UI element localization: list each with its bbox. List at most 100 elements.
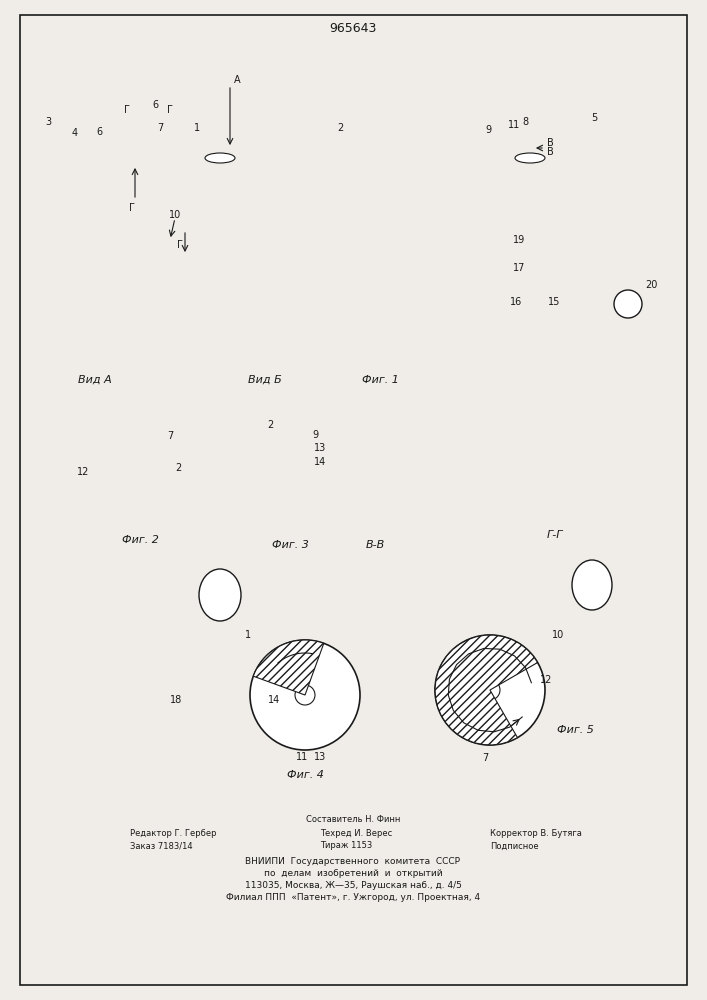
Text: Г: Г xyxy=(167,105,173,115)
Bar xyxy=(500,248,518,276)
Text: 9: 9 xyxy=(485,125,491,135)
Text: 1: 1 xyxy=(245,630,251,640)
Text: Корректор В. Бутяга: Корректор В. Бутяга xyxy=(490,830,582,838)
Text: 8: 8 xyxy=(522,117,528,127)
Bar xyxy=(260,453,280,485)
Bar xyxy=(258,472,318,485)
Bar xyxy=(45,135,67,200)
Text: 20: 20 xyxy=(645,280,658,290)
Text: Заказ 7183/14: Заказ 7183/14 xyxy=(130,842,192,850)
Text: В: В xyxy=(547,138,554,148)
Circle shape xyxy=(480,680,500,700)
Bar xyxy=(95,150,113,170)
Bar xyxy=(520,137,555,175)
Ellipse shape xyxy=(572,560,612,610)
Text: 11: 11 xyxy=(508,120,520,130)
Text: 2: 2 xyxy=(267,420,273,430)
Text: 14: 14 xyxy=(268,695,280,705)
Text: Фиг. 5: Фиг. 5 xyxy=(556,725,593,735)
Bar xyxy=(140,140,168,162)
Bar xyxy=(490,275,520,297)
Bar xyxy=(138,430,152,505)
Bar xyxy=(520,285,580,325)
Bar xyxy=(95,150,113,170)
Bar xyxy=(68,145,90,187)
Text: 3: 3 xyxy=(45,117,51,127)
Bar xyxy=(440,165,495,295)
Bar xyxy=(490,275,520,297)
Bar xyxy=(498,150,508,160)
Text: Фиг. 4: Фиг. 4 xyxy=(286,770,323,780)
Bar xyxy=(490,145,512,165)
Bar xyxy=(68,145,90,187)
Text: 4: 4 xyxy=(72,128,78,138)
Text: Фиг. 1: Фиг. 1 xyxy=(361,375,399,385)
Text: 18: 18 xyxy=(170,695,182,705)
Text: 113035, Москва, Ж—35, Раушская наб., д. 4/5: 113035, Москва, Ж—35, Раушская наб., д. … xyxy=(245,882,462,890)
Text: 7: 7 xyxy=(482,753,488,763)
Bar xyxy=(140,140,168,162)
Text: 11: 11 xyxy=(296,752,308,762)
Bar xyxy=(145,147,163,155)
Bar xyxy=(245,165,440,295)
Bar xyxy=(520,137,555,175)
Circle shape xyxy=(250,640,360,750)
Text: Фиг. 2: Фиг. 2 xyxy=(122,535,158,545)
Text: 6: 6 xyxy=(96,127,102,137)
Text: 16: 16 xyxy=(510,297,522,307)
Bar xyxy=(520,285,580,325)
Text: Г: Г xyxy=(177,240,183,250)
Bar xyxy=(558,130,613,185)
Text: ВНИИПИ  Государственного  комитета  СССР: ВНИИПИ Государственного комитета СССР xyxy=(245,857,460,866)
Text: 19: 19 xyxy=(513,235,525,245)
Text: 7: 7 xyxy=(167,431,173,441)
Text: 7: 7 xyxy=(157,123,163,133)
Ellipse shape xyxy=(205,153,235,163)
Bar xyxy=(440,165,495,295)
Bar xyxy=(498,150,508,160)
Text: Г: Г xyxy=(124,105,130,115)
Text: Техред И. Верес: Техред И. Верес xyxy=(320,830,392,838)
Text: 10: 10 xyxy=(169,210,181,220)
Text: 13: 13 xyxy=(314,443,326,453)
Bar xyxy=(262,455,278,483)
Text: 5: 5 xyxy=(591,113,597,123)
Bar xyxy=(128,522,152,530)
Bar xyxy=(135,148,610,168)
Text: Тираж 1153: Тираж 1153 xyxy=(320,842,373,850)
Text: 17: 17 xyxy=(513,263,525,273)
Bar xyxy=(190,165,245,295)
Bar xyxy=(118,450,172,462)
Text: 2: 2 xyxy=(337,123,343,133)
Text: 9: 9 xyxy=(312,430,318,440)
Circle shape xyxy=(295,685,315,705)
Bar xyxy=(500,248,518,276)
Text: 12: 12 xyxy=(540,675,552,685)
Text: 15: 15 xyxy=(548,297,561,307)
Text: Вид А: Вид А xyxy=(78,375,112,385)
Bar xyxy=(280,430,296,520)
Text: Фиг. 3: Фиг. 3 xyxy=(271,540,308,550)
Text: Г: Г xyxy=(129,203,135,213)
Bar xyxy=(45,135,67,200)
Polygon shape xyxy=(253,640,324,695)
Text: В: В xyxy=(547,147,554,157)
Text: 1: 1 xyxy=(194,123,200,133)
Bar xyxy=(295,140,385,162)
Text: 13: 13 xyxy=(314,752,326,762)
Circle shape xyxy=(435,635,545,745)
Bar xyxy=(118,468,172,480)
Text: 12: 12 xyxy=(77,467,89,477)
Text: 965643: 965643 xyxy=(329,21,377,34)
Text: 6: 6 xyxy=(152,100,158,110)
Text: по  делам  изобретений  и  открытий: по делам изобретений и открытий xyxy=(264,869,443,879)
Polygon shape xyxy=(435,635,537,745)
Bar xyxy=(190,160,495,170)
Text: А: А xyxy=(234,75,240,85)
Text: 14: 14 xyxy=(314,457,326,467)
Text: Филиал ППП  «Патент», г. Ужгород, ул. Проектная, 4: Филиал ППП «Патент», г. Ужгород, ул. Про… xyxy=(226,894,480,902)
Text: В-В: В-В xyxy=(366,540,385,550)
Text: Вид Б: Вид Б xyxy=(248,375,282,385)
Bar xyxy=(558,130,613,185)
Text: 2: 2 xyxy=(175,463,181,473)
